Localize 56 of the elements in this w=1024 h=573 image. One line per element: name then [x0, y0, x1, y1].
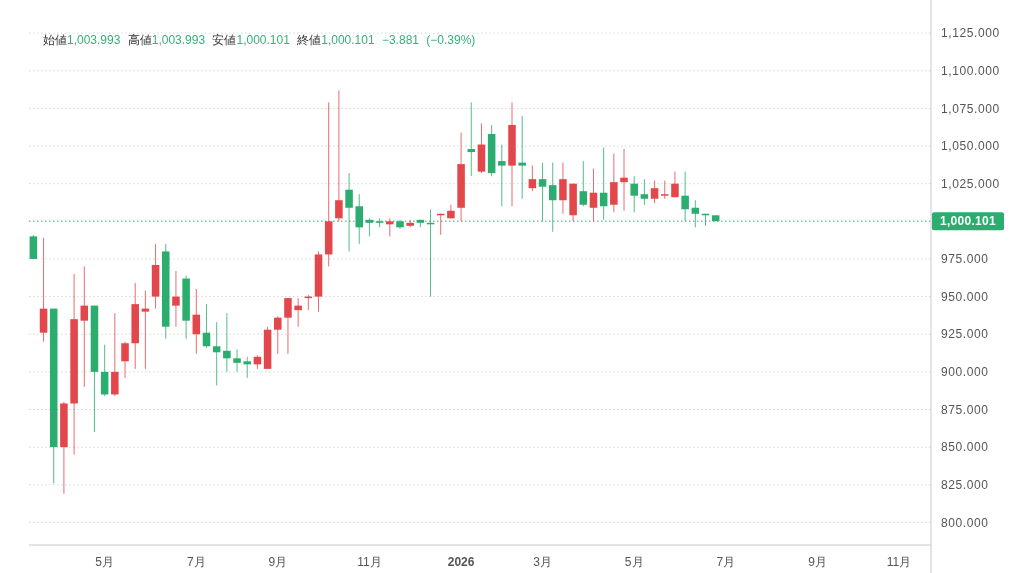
candlestick	[579, 160, 588, 207]
candlestick	[284, 297, 292, 355]
x-tick-label: 5月	[624, 555, 644, 570]
x-tick-label: 11月	[357, 555, 382, 570]
y-tick-label: 1,050.000	[941, 139, 1000, 154]
y-tick-label: 1,100.000	[941, 63, 1000, 78]
x-tick-label: 3月	[533, 555, 552, 570]
y-tick-label: 1,125.000	[941, 26, 1000, 41]
y-tick-label: 975.000	[941, 252, 989, 267]
y-tick-label: 875.000	[941, 402, 989, 417]
candlestick	[518, 115, 526, 200]
y-tick-label: 925.000	[941, 327, 989, 342]
y-tick-label: 1,075.000	[941, 101, 1000, 116]
candlestick	[80, 265, 89, 388]
text: 始値1,003.993 高値1,003.993 安値1,000.101 終値1,000.101 −3.881 (−0.39%)	[43, 33, 476, 47]
y-tick-label: 900.000	[941, 365, 989, 380]
candlestick	[559, 162, 567, 215]
candlestick	[610, 153, 618, 213]
ref-line-label: 1,000.101	[939, 214, 997, 229]
candlestick	[335, 89, 343, 222]
candlestick	[498, 144, 506, 207]
candlestick	[192, 288, 201, 355]
x-tick-label: 2026	[447, 555, 475, 570]
x-tick-label: 11月	[886, 555, 912, 570]
candlestick	[620, 148, 628, 212]
candlestick	[243, 356, 251, 379]
candlestick	[671, 171, 679, 198]
candlestick	[111, 312, 119, 397]
candlestick	[212, 321, 221, 386]
candlestick	[100, 344, 109, 397]
candlestick	[29, 234, 38, 260]
candlestick	[630, 175, 638, 213]
y-tick-label: 850.000	[941, 440, 989, 455]
candlestick	[233, 348, 241, 373]
x-tick-label: 7月	[716, 555, 736, 570]
candlestick	[294, 297, 302, 328]
y-tick-label: 825.000	[941, 477, 989, 492]
candlestick	[661, 180, 669, 200]
candlestick	[640, 178, 649, 206]
candlestick	[223, 312, 231, 373]
candlestick	[528, 165, 537, 192]
x-tick-label: 7月	[186, 555, 206, 570]
x-tick-label: 9月	[808, 555, 827, 570]
x-tick-label: 5月	[95, 555, 114, 570]
y-tick-label: 800.000	[941, 515, 989, 530]
candlestick	[121, 341, 129, 379]
candlestick	[650, 180, 659, 204]
candlestick	[589, 168, 598, 222]
candlestick	[141, 290, 150, 370]
candlestick	[274, 315, 282, 355]
y-tick-label: 950.000	[941, 289, 989, 304]
x-tick-label: 9月	[268, 555, 288, 570]
y-tick-label: 1,025.000	[941, 176, 1000, 191]
candlestick	[172, 270, 180, 328]
candlestick	[467, 101, 476, 177]
candlestick	[386, 217, 394, 237]
